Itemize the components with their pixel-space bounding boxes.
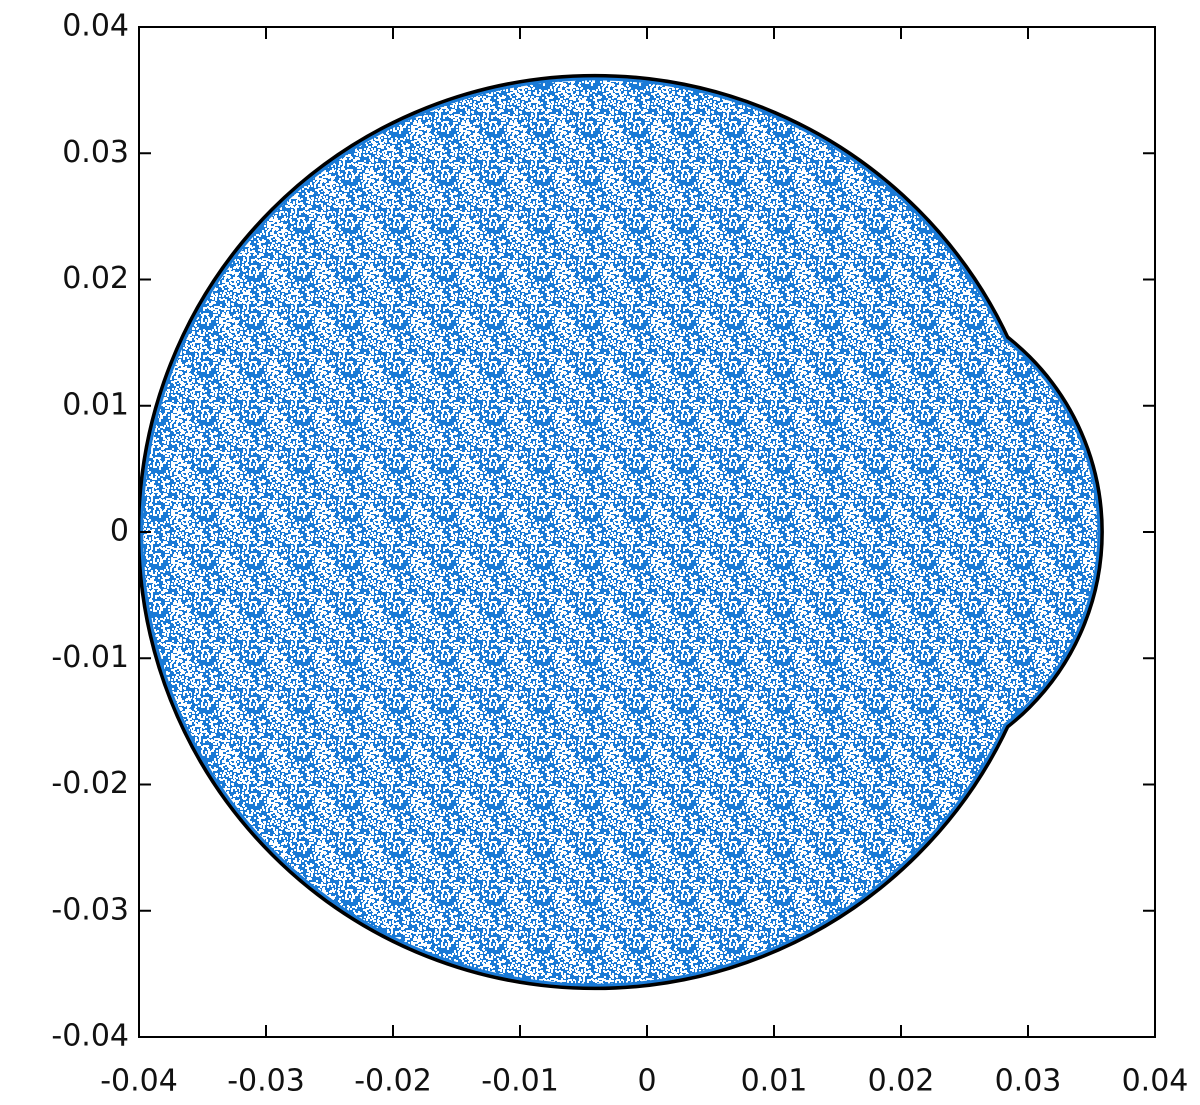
x-tick-label: -0.03 — [227, 1064, 305, 1099]
y-tick-label: -0.04 — [51, 1019, 129, 1054]
y-tick-label: -0.01 — [51, 640, 129, 675]
y-tick-label: -0.03 — [51, 892, 129, 927]
x-tick-label: 0.01 — [741, 1064, 808, 1099]
y-tick-label: 0 — [110, 514, 129, 549]
plot-area — [139, 73, 1104, 991]
x-tick-label: 0.02 — [868, 1064, 935, 1099]
x-tick-label: 0.03 — [995, 1064, 1062, 1099]
x-tick-label: 0.04 — [1122, 1064, 1189, 1099]
x-tick-label: -0.01 — [481, 1064, 559, 1099]
x-tick-label: -0.04 — [100, 1064, 178, 1099]
y-tick-label: 0.04 — [62, 9, 129, 44]
y-tick-label: 0.02 — [62, 261, 129, 296]
y-tick-label: -0.02 — [51, 766, 129, 801]
y-tick-label: 0.01 — [62, 387, 129, 422]
region-texture — [610, 288, 1098, 776]
x-tick-label: -0.02 — [354, 1064, 432, 1099]
x-tick-label: 0 — [637, 1064, 656, 1099]
plot-frame — [138, 26, 1156, 1038]
y-tick-label: 0.03 — [62, 135, 129, 170]
